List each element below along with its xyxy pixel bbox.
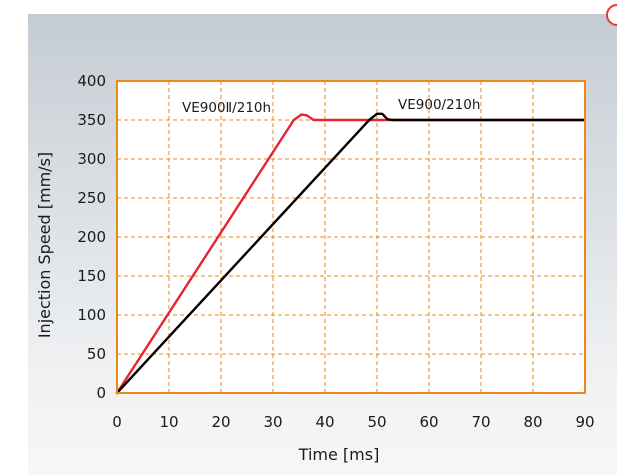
x-tick-label: 90 bbox=[575, 413, 594, 431]
x-axis-title: Time [ms] bbox=[298, 445, 380, 464]
x-tick-label: 70 bbox=[471, 413, 490, 431]
y-axis-title: Injection Speed [mm/s] bbox=[35, 152, 54, 338]
x-tick-label: 20 bbox=[211, 413, 230, 431]
x-tick-label: 60 bbox=[419, 413, 438, 431]
y-tick-label: 150 bbox=[77, 267, 106, 285]
x-tick-label: 80 bbox=[523, 413, 542, 431]
series-line-0 bbox=[115, 113, 587, 395]
y-tick-label: 400 bbox=[77, 72, 106, 90]
y-tick-label: 250 bbox=[77, 189, 106, 207]
x-tick-label: 40 bbox=[315, 413, 334, 431]
series-label-ve900: VE900/210h bbox=[398, 97, 480, 113]
x-tick-label: 50 bbox=[367, 413, 386, 431]
x-tick-label: 0 bbox=[112, 413, 122, 431]
corner-badge bbox=[606, 4, 617, 26]
tick-labels: 0 10 20 30 40 50 60 70 80 90 0 50 100 150 200 250 300 350… bbox=[77, 72, 594, 431]
x-tick-label: 10 bbox=[159, 413, 178, 431]
series-label-ve900-2: VE900Ⅱ/210h bbox=[182, 100, 271, 116]
series-labels: VE900Ⅱ/210h VE900/210h bbox=[182, 97, 480, 116]
series-lines bbox=[115, 112, 587, 395]
y-tick-label: 100 bbox=[77, 306, 106, 324]
y-tick-label: 50 bbox=[87, 345, 106, 363]
y-tick-label: 200 bbox=[77, 228, 106, 246]
y-tick-label: 300 bbox=[77, 150, 106, 168]
x-tick-label: 30 bbox=[263, 413, 282, 431]
y-tick-label: 350 bbox=[77, 111, 106, 129]
y-tick-label: 0 bbox=[96, 384, 106, 402]
series-line-1 bbox=[115, 112, 587, 395]
plot-frame bbox=[116, 80, 586, 394]
grid-lines bbox=[117, 81, 585, 393]
